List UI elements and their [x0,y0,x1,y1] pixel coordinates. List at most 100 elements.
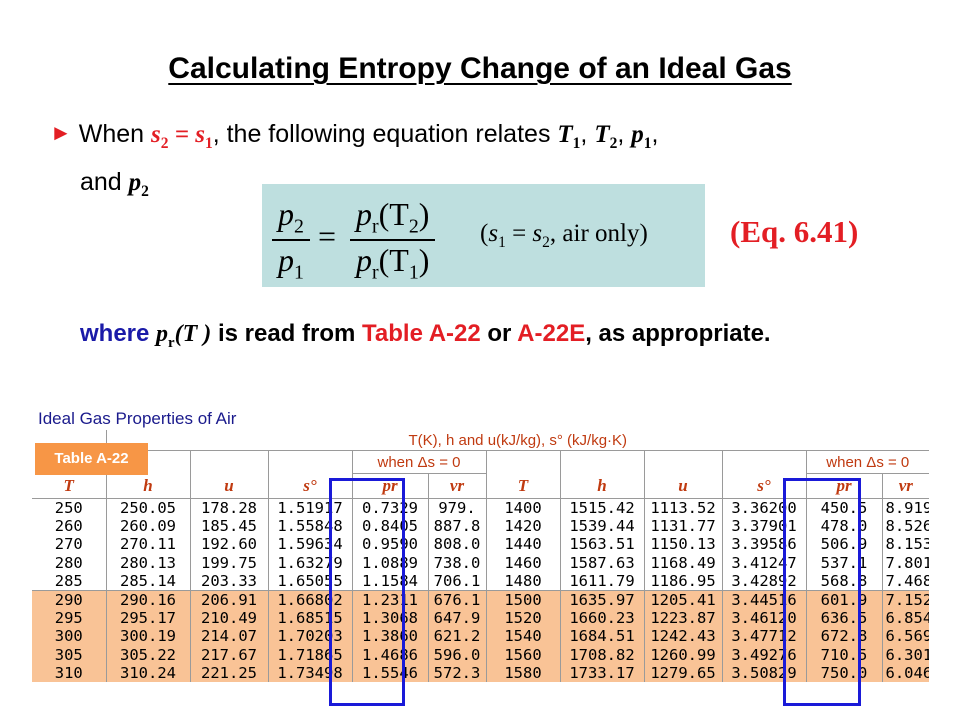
table-cell: 214.07 [189,627,268,646]
air-properties-table-image: Ideal Gas Properties of Air Table A-22 T… [32,403,932,706]
table-cell: 310.24 [105,663,190,682]
table-cell: 3.39586 [721,535,806,554]
table-cell: 3.41247 [721,553,806,572]
table-cell: 290 [32,589,106,610]
table-cell: 1440 [485,535,560,554]
table-row: 250 250.05 178.28 1.51917 0.7329 979. 1400 1515… [32,498,930,518]
table-cell: 1515.42 [559,498,644,518]
table-cell: 1635.97 [559,589,644,610]
table-cell: 1.3068 [351,609,428,628]
table-cell: 250.05 [105,498,190,518]
table-cell: 310 [32,663,106,682]
table-cell: 185.45 [189,517,268,536]
table-row: 280 280.13 199.75 1.63279 1.0889 738.0 1460 158… [32,553,930,572]
table-cell: 1.73498 [267,663,352,682]
table-cell: 1113.52 [643,498,722,518]
table-cell: 7.468 [881,571,930,591]
symbol-equals: = [168,121,196,148]
table-cell: 1.0889 [351,553,428,572]
table-cell: 979. [427,498,486,518]
table-row: 285 285.14 203.33 1.65055 1.1584 706.1 1480 161… [32,571,930,591]
table-cell: 1.1584 [351,571,428,591]
table-cell: 8.153 [881,535,930,554]
table-cell: 217.67 [189,645,268,664]
table-cell: 1205.41 [643,589,722,610]
symbol-p2: p2 [128,169,149,200]
table-cell: 672.8 [805,627,882,646]
table-reference-a22e: A-22E [517,320,586,347]
where-paragraph: where pr(T ) is read from Table A-22 or … [80,320,771,351]
table-cell: 3.44516 [721,589,806,610]
table-column-header: u [189,473,268,499]
table-cell: 1.70203 [267,627,352,646]
table-title: Ideal Gas Properties of Air [38,409,237,428]
table-cell: 300.19 [105,627,190,646]
bullet-line: ► When s2 = s1, the following equation r… [50,120,659,152]
table-cell: 290.16 [105,589,190,610]
table-cell: 1242.43 [643,627,722,646]
table-cell: 3.36200 [721,498,806,518]
table-cell: 1.66802 [267,589,352,610]
table-cell: 210.49 [189,609,268,628]
table-cell: 1168.49 [643,553,722,572]
symbol-T1: T1 [557,121,581,152]
table-column-header: vr [427,473,486,499]
table-cell: 0.9590 [351,535,428,554]
table-cell: 750.0 [805,663,882,682]
table-cell: 1.71865 [267,645,352,664]
bullet-line-2: and p2 [80,168,149,200]
table-cell: 285 [54,571,83,590]
table-cell: 206.91 [189,589,268,610]
table-cell: 506.9 [805,535,882,554]
table-cell: 808.0 [427,535,486,554]
table-column-header: s° [267,473,352,499]
table-cell: 1460 [485,553,560,572]
equation-number: (Eq. 6.41) [730,214,859,249]
table-cell: 1500 [485,589,560,610]
table-row: 260 260.09 185.45 1.55848 0.8405 887.8 1420 153… [32,517,930,536]
table-cell: 6.301 [881,645,930,664]
table-cell: 6.569 [881,627,930,646]
air-properties-table: T(K), h and u(kJ/kg), s° (kJ/kg·K) when … [32,430,930,682]
table-cell: 0.8405 [351,517,428,536]
table-cell: 636.5 [805,609,882,628]
symbol-s1: s1 [195,121,213,152]
table-column-header: s° [721,473,806,499]
table-cell: 537.1 [805,553,882,572]
table-cell: 450.5 [805,498,882,518]
table-column-header: u [643,473,722,499]
table-cell: 1560 [485,645,560,664]
table-cell: 305 [32,645,106,664]
table-cell: 1587.63 [559,553,644,572]
table-cell: 647.9 [427,609,486,628]
table-cell: 3.37901 [721,517,806,536]
table-cell: 1733.17 [559,663,644,682]
table-cell: 1223.87 [643,609,722,628]
table-when-label-left: when Δs = 0 [351,450,486,474]
table-column-header: pr [805,473,882,499]
table-row: 290 290.16 206.91 1.66802 1.2311 676.1 1500 163… [32,589,930,610]
table-cell: 1480 [485,571,560,591]
table-column-header: pr [351,473,428,499]
table-when-label-right: when Δs = 0 [805,450,930,474]
table-cell: 1563.51 [559,535,644,554]
table-units-header: T(K), h and u(kJ/kg), s° (kJ/kg·K) [105,430,930,451]
table-row: 295 295.17 210.49 1.68515 1.3068 647.9 1520 166… [32,609,930,628]
bullet-text: , the following equation relates [212,120,558,148]
table-cell: 285.14 [105,571,190,591]
table-cell: 270.11 [105,535,190,554]
table-cell: 1708.82 [559,645,644,664]
table-cell: 178.28 [189,498,268,518]
table-cell: 568.8 [805,571,882,591]
table-cell: 250 [54,499,83,518]
table-cell: 1.65055 [267,571,352,591]
table-cell: 1.4686 [351,645,428,664]
table-column-header: T [32,473,106,499]
table-cell: 305.22 [105,645,190,664]
table-cell: 596.0 [427,645,486,664]
table-cell: 1150.13 [643,535,722,554]
table-cell: 676.1 [427,589,486,610]
table-cell: 1.3860 [351,627,428,646]
table-cell: 199.75 [189,553,268,572]
table-cell: 203.33 [189,571,268,591]
